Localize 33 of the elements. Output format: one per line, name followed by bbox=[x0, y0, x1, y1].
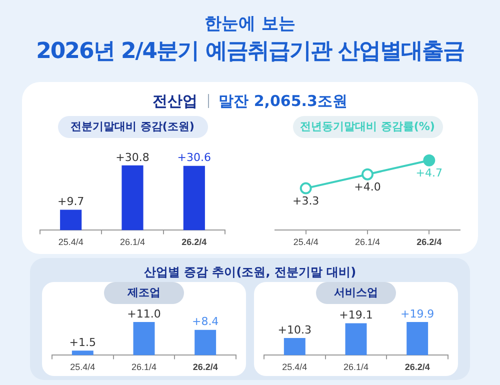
data-label: +8.4 bbox=[192, 315, 219, 328]
x-tick-label: 25.4/4 bbox=[58, 237, 84, 248]
x-tick-label: 25.4/4 bbox=[70, 362, 96, 372]
x-tick-label: 26.2/4 bbox=[404, 362, 430, 372]
data-label: +30.6 bbox=[177, 151, 212, 164]
text: 한눈에 보는 bbox=[204, 13, 296, 35]
data-label: +19.1 bbox=[339, 308, 373, 322]
x-tick-label: 26.1/4 bbox=[131, 362, 157, 372]
data-label: +9.7 bbox=[57, 195, 84, 208]
data-label: +10.3 bbox=[278, 323, 312, 336]
chart-title: 제조업 bbox=[104, 282, 184, 304]
chart-title: 전년동기말대비 증감률(%) bbox=[292, 116, 442, 138]
data-label: +4.0 bbox=[354, 180, 381, 194]
text: 전산업 bbox=[152, 92, 198, 110]
x-tick-label: 26.1/4 bbox=[354, 237, 380, 248]
data-label: +1.5 bbox=[69, 336, 96, 350]
x-tick-label: 26.2/4 bbox=[182, 237, 207, 248]
x-tick-label: 26.1/4 bbox=[343, 362, 369, 372]
x-tick-label: 25.4/4 bbox=[282, 362, 308, 372]
chart-title: 전분기말대비 증감(조원) bbox=[58, 116, 208, 138]
x-tick-label: 26.1/4 bbox=[120, 237, 146, 248]
chart-title: 서비스업 bbox=[316, 282, 396, 304]
text: 산업별 증감 추이(조원, 전분기말 대비) bbox=[142, 264, 358, 281]
x-tick-label: 26.2/4 bbox=[192, 362, 218, 372]
data-label: +3.3 bbox=[292, 194, 320, 208]
data-label: +19.9 bbox=[400, 307, 434, 320]
x-tick-label: 26.2/4 bbox=[416, 237, 442, 248]
data-label: +11.0 bbox=[127, 307, 161, 320]
text: 말잔 2,065.3조원 bbox=[218, 92, 348, 110]
data-label: +30.8 bbox=[116, 150, 150, 164]
data-label: +4.7 bbox=[416, 166, 443, 180]
x-tick-label: 25.4/4 bbox=[293, 237, 318, 248]
text: 2026년 2/4분기 예금취급기관 산업별대출금 bbox=[35, 38, 465, 66]
